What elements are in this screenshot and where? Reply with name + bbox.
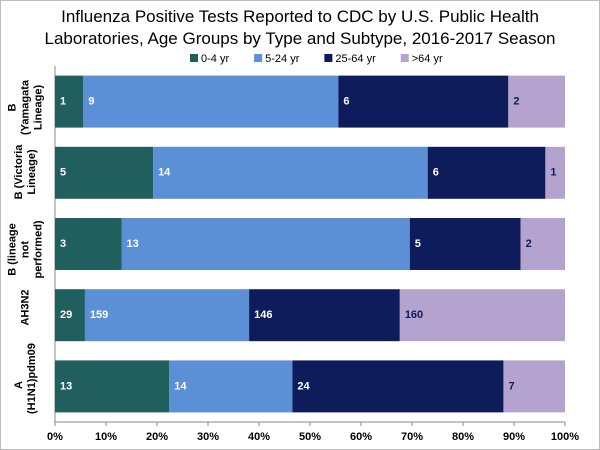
x-tick-label: 0% — [47, 431, 63, 443]
data-label: 24 — [297, 380, 310, 392]
bar-segment — [169, 360, 293, 413]
data-label: 29 — [60, 309, 72, 321]
x-tick-label: 40% — [248, 431, 270, 443]
legend-label: 5-24 yr — [265, 53, 300, 65]
data-label: 13 — [60, 380, 72, 392]
y-tick-label: B (lineage not performed) — [6, 220, 45, 279]
x-tick-label: 20% — [146, 431, 168, 443]
data-label: 2 — [526, 238, 532, 250]
bar-segment — [121, 218, 410, 270]
bar-segment — [55, 289, 85, 342]
data-label: 14 — [158, 167, 171, 179]
bar-segment — [153, 146, 428, 199]
data-label: 3 — [60, 238, 66, 250]
legend-swatch — [400, 54, 409, 62]
legend-label: 0-4 yr — [201, 53, 229, 65]
x-tick-label: 100% — [551, 431, 579, 443]
x-tick-label: 70% — [401, 431, 423, 443]
data-label: 9 — [88, 96, 94, 108]
bar-segment — [508, 75, 565, 128]
data-label: 5 — [60, 167, 66, 179]
bar-segment — [503, 360, 565, 413]
bar-segment — [55, 146, 154, 199]
data-label: 14 — [174, 380, 187, 392]
bar-segment — [520, 218, 565, 270]
bar-segment — [427, 146, 546, 199]
x-tick-label: 60% — [350, 431, 372, 443]
bar-segment — [399, 289, 565, 342]
data-label: 1 — [550, 167, 556, 179]
data-label: 2 — [513, 96, 519, 108]
data-label: 5 — [415, 238, 421, 250]
data-label: 6 — [433, 167, 439, 179]
x-tick-label: 80% — [452, 431, 474, 443]
legend-label: >64 yr — [412, 53, 443, 65]
y-tick-label: B (Yamagata Lineage) — [6, 79, 45, 135]
bar-segment — [83, 75, 339, 128]
legend-swatch — [190, 54, 198, 62]
legend-swatch — [324, 54, 333, 62]
x-tick-label: 10% — [95, 431, 117, 443]
data-label: 160 — [405, 309, 423, 321]
bar-segment — [292, 360, 504, 413]
bar-segment — [545, 146, 565, 199]
x-tick-label: 90% — [503, 431, 525, 443]
data-label: 6 — [343, 96, 349, 108]
legend-label: 25-64 yr — [335, 53, 376, 65]
y-tick-label: AH3N2 — [19, 289, 32, 326]
x-tick-label: 50% — [299, 431, 321, 443]
data-label: 159 — [90, 309, 108, 321]
data-label: 146 — [254, 309, 272, 321]
y-tick-label: A (H1N1)pdm09 — [13, 343, 38, 415]
bar-segment — [84, 289, 250, 342]
legend-swatch — [254, 54, 263, 62]
chart-title: Influenza Positive Tests Reported to CDC… — [44, 7, 556, 48]
bar-segment — [249, 289, 400, 342]
x-tick-label: 30% — [197, 431, 219, 443]
bar-segment — [55, 360, 170, 413]
bar-segment — [55, 75, 84, 128]
bar-segment — [338, 75, 509, 128]
bar-segment — [55, 218, 122, 270]
data-label: 13 — [127, 238, 139, 250]
data-label: 7 — [508, 380, 514, 392]
bar-segment — [409, 218, 521, 270]
data-label: 1 — [60, 96, 66, 108]
y-tick-label: B (Victoria Lineage) — [13, 144, 38, 200]
